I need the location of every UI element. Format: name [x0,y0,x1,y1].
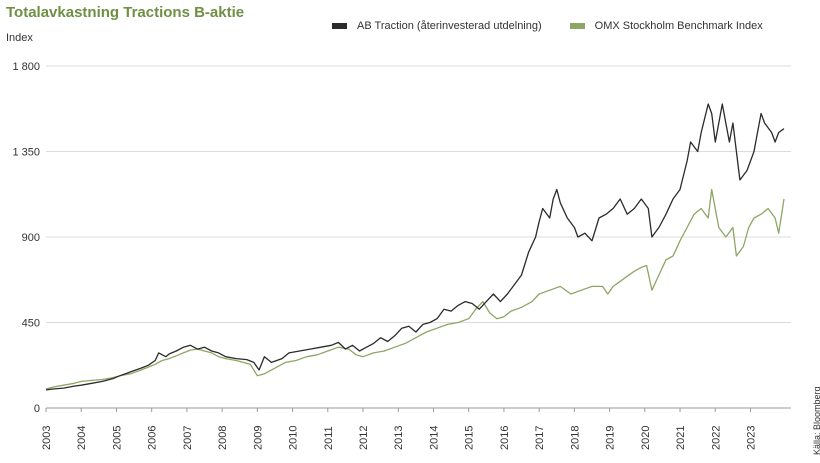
x-tick-label: 2017 [534,426,546,450]
series-lines [45,103,785,391]
legend-item-traction: AB Traction (återinvesterad utdelning) [332,20,542,32]
y-tick-label: 0 [34,403,40,415]
x-tick-label: 2016 [499,426,511,450]
x-tick-label: 2004 [76,426,88,450]
legend-swatch-traction [332,23,347,29]
source-note: Källa: Bloomberg [812,386,820,455]
x-tick-labels: 2003 2004 2005 2006 2007 2008 2009 2010 2011 2012… [41,426,757,450]
x-tick-label: 2006 [147,426,159,450]
x-tick-label: 2018 [569,426,581,450]
y-tick-label: 1 800 [12,61,40,73]
x-tick-label: 2015 [464,426,476,450]
x-tick-label: 2003 [41,426,53,450]
x-tick-label: 2020 [640,426,652,450]
x-tick-label: 2011 [323,426,335,450]
legend-label-omx: OMX Stockholm Benchmark Index [594,20,763,32]
x-tick-label: 2010 [288,426,300,450]
legend-label-traction: AB Traction (återinvesterad utdelning) [357,20,542,32]
x-tick-label: 2021 [675,426,687,450]
x-tick-label: 2012 [358,426,370,450]
series-line-traction [45,103,785,391]
x-tick-label: 2013 [393,426,405,450]
y-tick-label: 450 [22,318,40,330]
x-tick-label: 2014 [428,426,440,450]
legend-swatch-omx [569,23,585,29]
legend: AB Traction (återinvesterad utdelning) O… [332,20,763,32]
x-tick-label: 2019 [605,426,617,450]
chart-title: Totalavkastning Tractions B-aktie [6,4,245,21]
x-tick-label: 2009 [252,426,264,450]
x-tick-label: 2007 [182,426,194,450]
y-tick-label: 1 350 [12,147,40,159]
gridlines [45,65,791,412]
x-tick-label: 2008 [217,426,229,450]
x-tick-label: 2005 [111,426,123,450]
y-tick-label: 900 [22,232,40,244]
x-tick-label: 2023 [745,426,757,450]
y-tick-labels: 0 450 900 1 350 1 800 [12,61,40,415]
y-axis-label: Index [6,32,33,44]
x-tick-label: 2022 [710,426,722,450]
legend-item-omx: OMX Stockholm Benchmark Index [569,20,763,32]
series-line-omx [45,188,785,390]
